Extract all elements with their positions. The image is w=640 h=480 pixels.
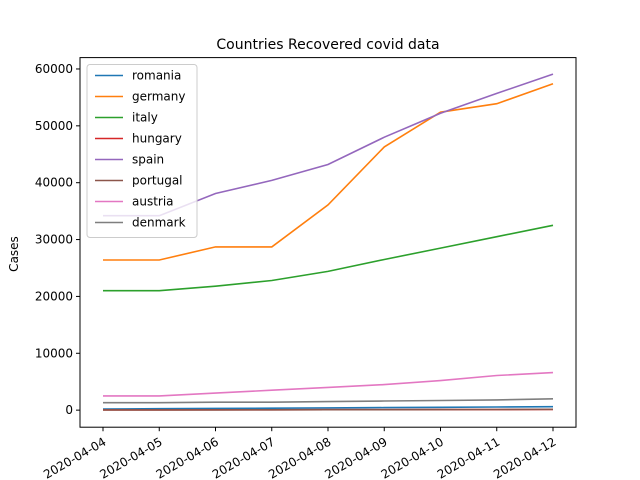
y-tick-label: 50000 — [35, 119, 73, 133]
legend-label-germany: germany — [132, 90, 185, 104]
series-line-denmark — [103, 398, 554, 404]
y-tick-label: 20000 — [35, 289, 73, 303]
series-line-portugal — [103, 408, 554, 411]
y-tick-label: 0 — [65, 403, 73, 417]
series-line-italy — [103, 224, 554, 292]
legend-label-portugal: portugal — [132, 174, 183, 188]
legend-label-spain: spain — [132, 153, 164, 167]
legend-label-denmark: denmark — [132, 216, 186, 230]
chart-title: Countries Recovered covid data — [216, 37, 439, 53]
x-tick-label: 2020-04-12 — [491, 435, 558, 480]
legend-label-hungary: hungary — [132, 132, 182, 146]
legend-box — [86, 64, 198, 238]
series-line-austria — [103, 371, 554, 397]
legend-label-romania: romania — [132, 69, 181, 83]
plot-frame — [79, 57, 577, 428]
y-tick-label: 30000 — [35, 233, 73, 247]
y-axis-label: Cases — [7, 236, 21, 272]
legend: romania germany italy hungary spain portugal a… — [86, 64, 198, 238]
y-tick-label: 60000 — [35, 62, 73, 76]
legend-label-italy: italy — [132, 111, 158, 125]
series-line-romania — [102, 405, 554, 410]
series-line-germany — [103, 83, 554, 261]
y-tick-label: 10000 — [35, 346, 73, 360]
y-tick-label: 40000 — [35, 176, 73, 190]
legend-label-austria: austria — [132, 195, 174, 209]
